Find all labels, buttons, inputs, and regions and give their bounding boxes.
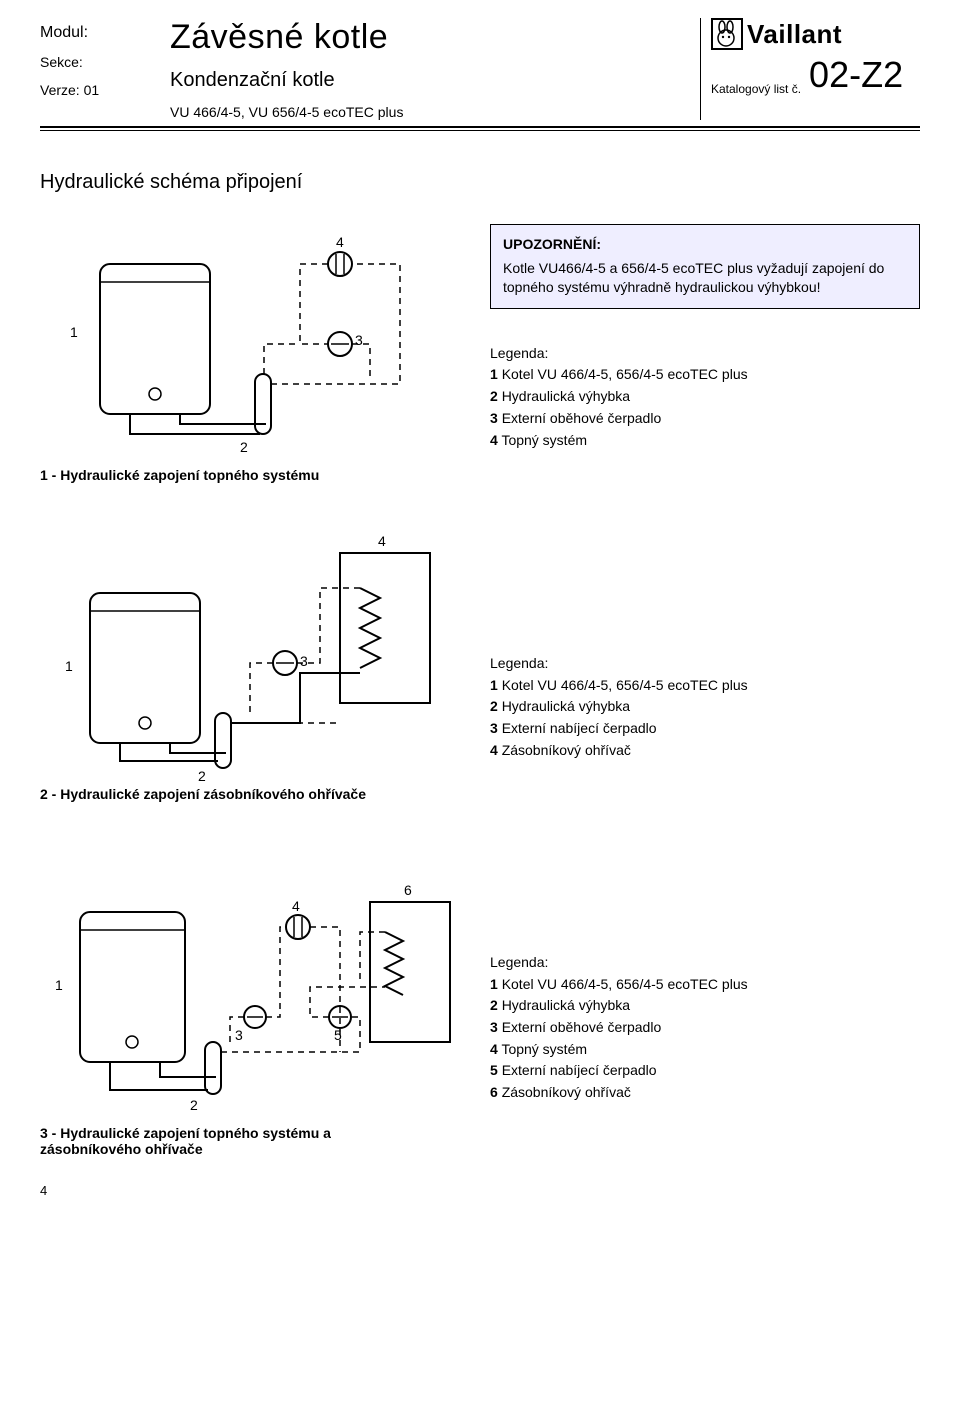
diagram-2 (40, 533, 460, 773)
diag1-num1: 1 (70, 324, 78, 340)
legend-3-item: 6 Zásobníkový ohřívač (490, 1082, 920, 1104)
legend-1-item: 4 Topný systém (490, 430, 920, 452)
header-brand: Vaillant Katalogový list č. 02-Z2 (700, 18, 920, 120)
section-title: Hydraulické schéma připojení (40, 171, 920, 194)
legend-1-item: 2 Hydraulická výhybka (490, 386, 920, 408)
block-3-right: Legenda: 1 Kotel VU 466/4-5, 656/4-5 eco… (490, 852, 920, 1104)
legend-1-item: 3 Externí oběhové čerpadlo (490, 408, 920, 430)
diag3-num4: 4 (292, 898, 300, 914)
doc-header: Modul: Sekce: Verze: 01 Závěsné kotle Ko… (40, 18, 920, 120)
page-subtitle: Kondenzační kotle (170, 63, 690, 92)
header-rule-thick (40, 126, 920, 128)
legend-2-title: Legenda: (490, 653, 920, 675)
legend-3-title: Legenda: (490, 952, 920, 974)
diagram-1-caption: 1 - Hydraulické zapojení topného systému (40, 467, 460, 483)
block-2: 1 2 3 4 2 - Hydraulické zapojení zásobní… (40, 533, 920, 802)
legend-3-item: 3 Externí oběhové čerpadlo (490, 1017, 920, 1039)
block-1: 1 2 3 4 1 - Hydraulické zapojení topného… (40, 224, 920, 483)
legend-3-item: 2 Hydraulická výhybka (490, 995, 920, 1017)
modul-label: Modul: (40, 18, 160, 48)
catalog-label: Katalogový list č. (711, 82, 801, 96)
legend-2-item: 2 Hydraulická výhybka (490, 696, 920, 718)
block-1-right: UPOZORNĚNÍ: Kotle VU466/4-5 a 656/4-5 ec… (490, 224, 920, 451)
bunny-icon (711, 18, 743, 50)
diag2-num3: 3 (300, 653, 308, 669)
diagram-3 (40, 852, 460, 1112)
sekce-label: Sekce: (40, 48, 160, 76)
header-labels: Modul: Sekce: Verze: 01 (40, 18, 160, 120)
diag3-num1: 1 (55, 977, 63, 993)
legend-3-item: 1 Kotel VU 466/4-5, 656/4-5 ecoTEC plus (490, 974, 920, 996)
diag2-num1: 1 (65, 658, 73, 674)
header-titles: Závěsné kotle Kondenzační kotle VU 466/4… (170, 18, 690, 120)
legend-2-item: 1 Kotel VU 466/4-5, 656/4-5 ecoTEC plus (490, 675, 920, 697)
notice-title: UPOZORNĚNÍ: (503, 235, 907, 255)
diag2-num2: 2 (198, 768, 206, 784)
page-title: Závěsné kotle (170, 18, 690, 63)
diagram-3-caption: 3 - Hydraulické zapojení topného systému… (40, 1125, 400, 1157)
diagram-1 (40, 224, 460, 454)
diag3-num5: 5 (334, 1027, 342, 1043)
diag3-num3: 3 (235, 1027, 243, 1043)
diagram-1-col: 1 2 3 4 1 - Hydraulické zapojení topného… (40, 224, 460, 483)
diag3-num6: 6 (404, 882, 412, 898)
diag1-num2: 2 (240, 439, 248, 455)
page-number: 4 (40, 1183, 920, 1198)
header-rule-thin (40, 130, 920, 131)
legend-3-item: 4 Topný systém (490, 1039, 920, 1061)
diag2-num4: 4 (378, 533, 386, 549)
brand-logo: Vaillant (711, 18, 920, 50)
page: Modul: Sekce: Verze: 01 Závěsné kotle Ko… (0, 0, 960, 1210)
legend-1-item: 1 Kotel VU 466/4-5, 656/4-5 ecoTEC plus (490, 364, 920, 386)
notice-text: Kotle VU466/4-5 a 656/4-5 ecoTEC plus vy… (503, 259, 907, 298)
diagram-3-col: 1 2 3 4 5 6 3 - Hydraulické zapojení top… (40, 852, 460, 1157)
model-line: VU 466/4-5, VU 656/4-5 ecoTEC plus (170, 92, 690, 120)
diagram-2-caption: 2 - Hydraulické zapojení zásobníkového o… (40, 786, 460, 802)
verze-label: Verze: 01 (40, 76, 160, 104)
catalog-code: 02-Z2 (809, 54, 903, 96)
notice-box: UPOZORNĚNÍ: Kotle VU466/4-5 a 656/4-5 ec… (490, 224, 920, 309)
legend-3-item: 5 Externí nabíjecí čerpadlo (490, 1060, 920, 1082)
block-3: 1 2 3 4 5 6 3 - Hydraulické zapojení top… (40, 852, 920, 1157)
block-2-right: Legenda: 1 Kotel VU 466/4-5, 656/4-5 eco… (490, 533, 920, 761)
diag1-num3: 3 (355, 332, 363, 348)
catalog-row: Katalogový list č. 02-Z2 (711, 54, 920, 96)
legend-2-item: 3 Externí nabíjecí čerpadlo (490, 718, 920, 740)
brand-name: Vaillant (747, 19, 842, 50)
legend-2-item: 4 Zásobníkový ohřívač (490, 740, 920, 762)
diagram-2-col: 1 2 3 4 2 - Hydraulické zapojení zásobní… (40, 533, 460, 802)
diag1-num4: 4 (336, 234, 344, 250)
legend-1-title: Legenda: (490, 343, 920, 365)
diag3-num2: 2 (190, 1097, 198, 1113)
